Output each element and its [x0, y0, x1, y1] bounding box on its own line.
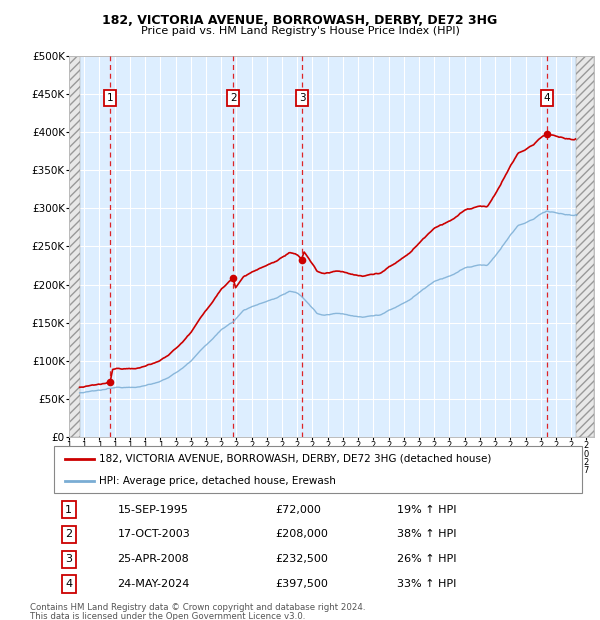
Text: £232,500: £232,500: [276, 554, 329, 564]
Text: 24-MAY-2024: 24-MAY-2024: [118, 579, 190, 589]
Text: 15-SEP-1995: 15-SEP-1995: [118, 505, 188, 515]
Text: 38% ↑ HPI: 38% ↑ HPI: [397, 529, 457, 539]
Text: This data is licensed under the Open Government Licence v3.0.: This data is licensed under the Open Gov…: [30, 612, 305, 620]
Bar: [576, 56, 594, 437]
Text: 3: 3: [299, 93, 305, 103]
Text: 25-APR-2008: 25-APR-2008: [118, 554, 189, 564]
Text: 1: 1: [65, 505, 72, 515]
Text: Contains HM Land Registry data © Crown copyright and database right 2024.: Contains HM Land Registry data © Crown c…: [30, 603, 365, 612]
Text: 33% ↑ HPI: 33% ↑ HPI: [397, 579, 457, 589]
Text: 182, VICTORIA AVENUE, BORROWASH, DERBY, DE72 3HG: 182, VICTORIA AVENUE, BORROWASH, DERBY, …: [103, 14, 497, 27]
Text: £397,500: £397,500: [276, 579, 329, 589]
Text: Price paid vs. HM Land Registry's House Price Index (HPI): Price paid vs. HM Land Registry's House …: [140, 26, 460, 36]
Text: 2: 2: [230, 93, 236, 103]
Text: 4: 4: [544, 93, 550, 103]
Text: HPI: Average price, detached house, Erewash: HPI: Average price, detached house, Erew…: [99, 476, 336, 486]
Text: 17-OCT-2003: 17-OCT-2003: [118, 529, 190, 539]
Text: £208,000: £208,000: [276, 529, 329, 539]
Text: 3: 3: [65, 554, 72, 564]
Bar: [69, 56, 80, 437]
Text: 1: 1: [107, 93, 113, 103]
Text: 2: 2: [65, 529, 73, 539]
Text: 26% ↑ HPI: 26% ↑ HPI: [397, 554, 457, 564]
Text: 19% ↑ HPI: 19% ↑ HPI: [397, 505, 457, 515]
Text: 182, VICTORIA AVENUE, BORROWASH, DERBY, DE72 3HG (detached house): 182, VICTORIA AVENUE, BORROWASH, DERBY, …: [99, 454, 491, 464]
Text: £72,000: £72,000: [276, 505, 322, 515]
Text: 4: 4: [65, 579, 73, 589]
